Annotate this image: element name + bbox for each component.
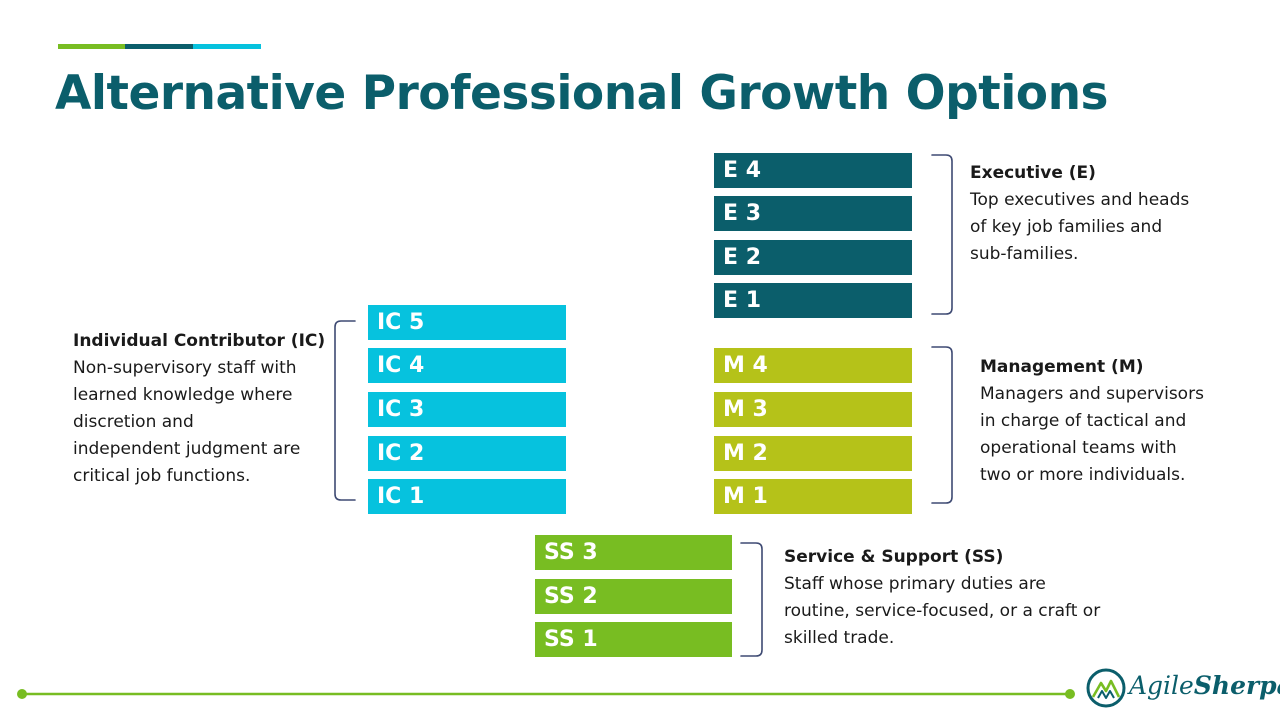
- management-bracket: [931, 346, 953, 504]
- executive-desc-line: Top executives and heads: [970, 190, 1190, 210]
- logo-wordmark: AgileSherpas: [1129, 671, 1280, 700]
- page-title: Alternative Professional Growth Options: [55, 66, 1109, 121]
- accent-stripe-cyan: [193, 44, 261, 49]
- management-desc-line: two or more individuals.: [980, 465, 1186, 485]
- level-box-e2: E 2: [714, 240, 912, 275]
- accent-stripe-green: [58, 44, 125, 49]
- level-box-e3: E 3: [714, 196, 912, 231]
- level-box-m4: M 4: [714, 348, 912, 383]
- individual-contributor-description: Individual Contributor (IC) Non-supervis…: [73, 328, 325, 490]
- executive-desc-line: sub-families.: [970, 244, 1079, 264]
- level-box-m1: M 1: [714, 479, 912, 514]
- footer-line-end-dot: [1065, 689, 1075, 699]
- service-support-desc-line: Staff whose primary duties are: [784, 574, 1046, 594]
- level-box-ss3: SS 3: [535, 535, 732, 570]
- management-heading: Management (M): [980, 357, 1144, 377]
- level-box-e1: E 1: [714, 283, 912, 318]
- service-support-heading: Service & Support (SS): [784, 547, 1004, 567]
- level-box-ic1: IC 1: [368, 479, 566, 514]
- level-box-ic3: IC 3: [368, 392, 566, 427]
- level-box-ic5: IC 5: [368, 305, 566, 340]
- service-support-desc-line: routine, service-focused, or a craft or: [784, 601, 1101, 621]
- service-support-bracket: [740, 542, 763, 657]
- level-box-e4: E 4: [714, 153, 912, 188]
- footer-line-start-dot: [17, 689, 27, 699]
- agilesherpas-logo: AgileSherpas: [1085, 667, 1280, 709]
- executive-desc-line: of key job families and: [970, 217, 1163, 237]
- mountain-logo-icon: [1086, 668, 1126, 708]
- service-support-desc-line: skilled trade.: [784, 628, 895, 648]
- service-support-description: Service & Support (SS) Staff whose prima…: [784, 544, 1100, 652]
- level-box-m2: M 2: [714, 436, 912, 471]
- logo-part-agile: Agile: [1129, 671, 1194, 700]
- level-box-ic2: IC 2: [368, 436, 566, 471]
- level-box-ss2: SS 2: [535, 579, 732, 614]
- management-description: Management (M) Managers and supervisors …: [980, 354, 1204, 489]
- executive-heading: Executive (E): [970, 163, 1096, 183]
- individual-contributor-desc-line: critical job functions.: [73, 466, 251, 486]
- executive-bracket: [931, 154, 953, 315]
- individual-contributor-desc-line: independent judgment are: [73, 439, 301, 459]
- level-box-ss1: SS 1: [535, 622, 732, 657]
- executive-description: Executive (E) Top executives and heads o…: [970, 160, 1189, 268]
- individual-contributor-desc-line: Non-supervisory staff with: [73, 358, 297, 378]
- level-box-m3: M 3: [714, 392, 912, 427]
- individual-contributor-bracket: [334, 320, 356, 501]
- individual-contributor-heading: Individual Contributor (IC): [73, 331, 326, 351]
- management-desc-line: operational teams with: [980, 438, 1177, 458]
- logo-part-sherpas: Sherpas: [1193, 671, 1280, 700]
- management-desc-line: in charge of tactical and: [980, 411, 1187, 431]
- individual-contributor-desc-line: learned knowledge where: [73, 385, 293, 405]
- individual-contributor-desc-line: discretion and: [73, 412, 194, 432]
- level-box-ic4: IC 4: [368, 348, 566, 383]
- management-desc-line: Managers and supervisors: [980, 384, 1204, 404]
- accent-stripe-teal: [125, 44, 193, 49]
